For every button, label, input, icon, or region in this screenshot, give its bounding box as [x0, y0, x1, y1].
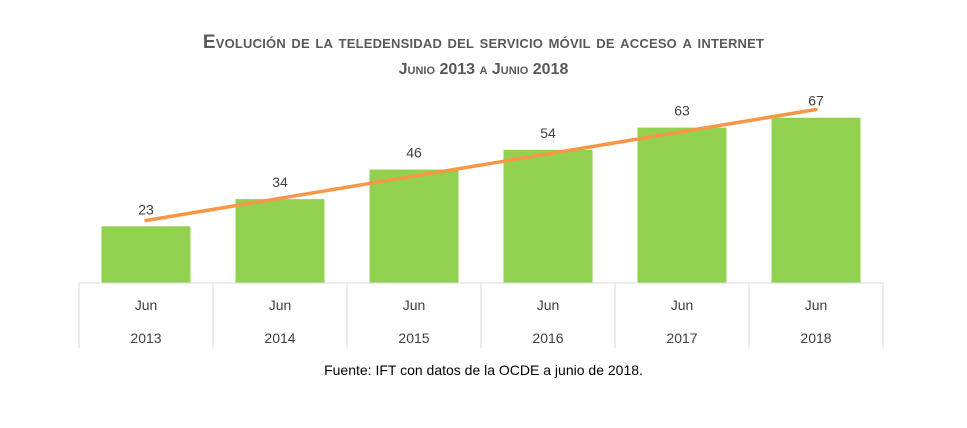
- tick-label-month: Jun: [805, 297, 828, 313]
- data-label-2013: 23: [138, 201, 154, 217]
- tick-label-year: 2017: [666, 330, 697, 346]
- bar-2016: [503, 149, 593, 283]
- tick-label-month: Jun: [269, 297, 292, 313]
- data-label-2014: 34: [272, 174, 288, 190]
- chart-title: Evolución de la teledensidad del servici…: [202, 32, 765, 53]
- trendline: [144, 107, 818, 223]
- chart-source-note: Fuente: IFT con datos de la OCDE a junio…: [324, 362, 643, 378]
- data-label-2016: 54: [540, 125, 556, 141]
- data-label-2018: 67: [808, 93, 824, 109]
- tick-label-year: 2015: [398, 330, 429, 346]
- bar-2017: [637, 127, 727, 283]
- bar-2014: [235, 199, 325, 283]
- data-label-2015: 46: [406, 145, 422, 161]
- tick-label-year: 2016: [532, 330, 563, 346]
- tick-label-month: Jun: [671, 297, 694, 313]
- chart-subtitle: Junio 2013 a Junio 2018: [398, 61, 569, 78]
- tick-label-month: Jun: [537, 297, 560, 313]
- tick-label-year: 2014: [264, 330, 295, 346]
- data-label-2017: 63: [674, 103, 690, 119]
- tick-label-month: Jun: [135, 297, 158, 313]
- tick-label-year: 2018: [800, 330, 831, 346]
- bar-2013: [101, 226, 191, 283]
- tick-label-month: Jun: [403, 297, 426, 313]
- bar-2015: [369, 169, 459, 283]
- tick-label-year: 2013: [130, 330, 161, 346]
- bar-2018: [771, 117, 861, 283]
